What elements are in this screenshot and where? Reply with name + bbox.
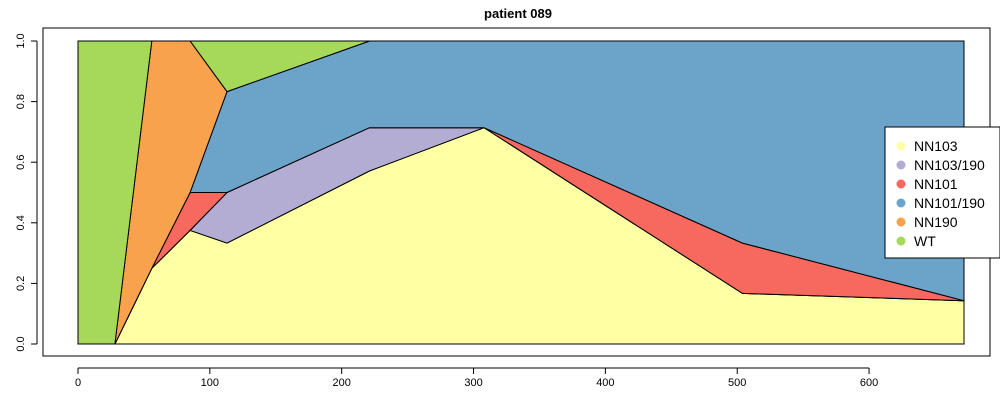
legend-label-nn103: NN103 bbox=[914, 138, 958, 154]
y-tick-label: 0.4 bbox=[15, 215, 27, 230]
y-tick-label: 0.0 bbox=[15, 336, 27, 351]
legend-marker-nn103 bbox=[896, 141, 906, 151]
legend-marker-nn103-190 bbox=[896, 160, 906, 170]
legend-marker-nn101 bbox=[896, 179, 906, 189]
x-axis: 0 100 200 300 400 500 600 bbox=[75, 367, 878, 389]
y-tick-label: 1.0 bbox=[15, 33, 27, 48]
legend-label-nn101-190: NN101/190 bbox=[914, 195, 985, 211]
legend-label-nn101: NN101 bbox=[914, 176, 958, 192]
legend-marker-nn101-190 bbox=[896, 198, 906, 208]
x-tick-label: 400 bbox=[596, 377, 614, 389]
legend: NN103 NN103/190 NN101 NN101/190 NN190 WT bbox=[884, 126, 1000, 259]
x-tick-label: 200 bbox=[333, 377, 351, 389]
y-tick-label: 0.8 bbox=[15, 94, 27, 109]
y-axis: 0.0 0.2 0.4 0.6 0.8 1.0 bbox=[15, 33, 38, 352]
y-tick-label: 0.6 bbox=[15, 155, 27, 170]
areas-group bbox=[77, 40, 965, 345]
x-tick-label: 600 bbox=[860, 377, 878, 389]
legend-marker-nn190 bbox=[896, 217, 906, 227]
legend-label-wt: WT bbox=[914, 233, 936, 249]
x-tick-label: 0 bbox=[75, 377, 81, 389]
y-tick-label: 0.2 bbox=[15, 276, 27, 291]
legend-label-nn190: NN190 bbox=[914, 214, 958, 230]
legend-marker-wt bbox=[896, 236, 906, 246]
area-wt bbox=[77, 40, 964, 345]
x-tick-label: 300 bbox=[464, 377, 482, 389]
x-tick-label: 100 bbox=[201, 377, 219, 389]
x-tick-label: 500 bbox=[728, 377, 746, 389]
chart-title: patient 089 bbox=[484, 6, 552, 21]
legend-label-nn103-190: NN103/190 bbox=[914, 157, 985, 173]
